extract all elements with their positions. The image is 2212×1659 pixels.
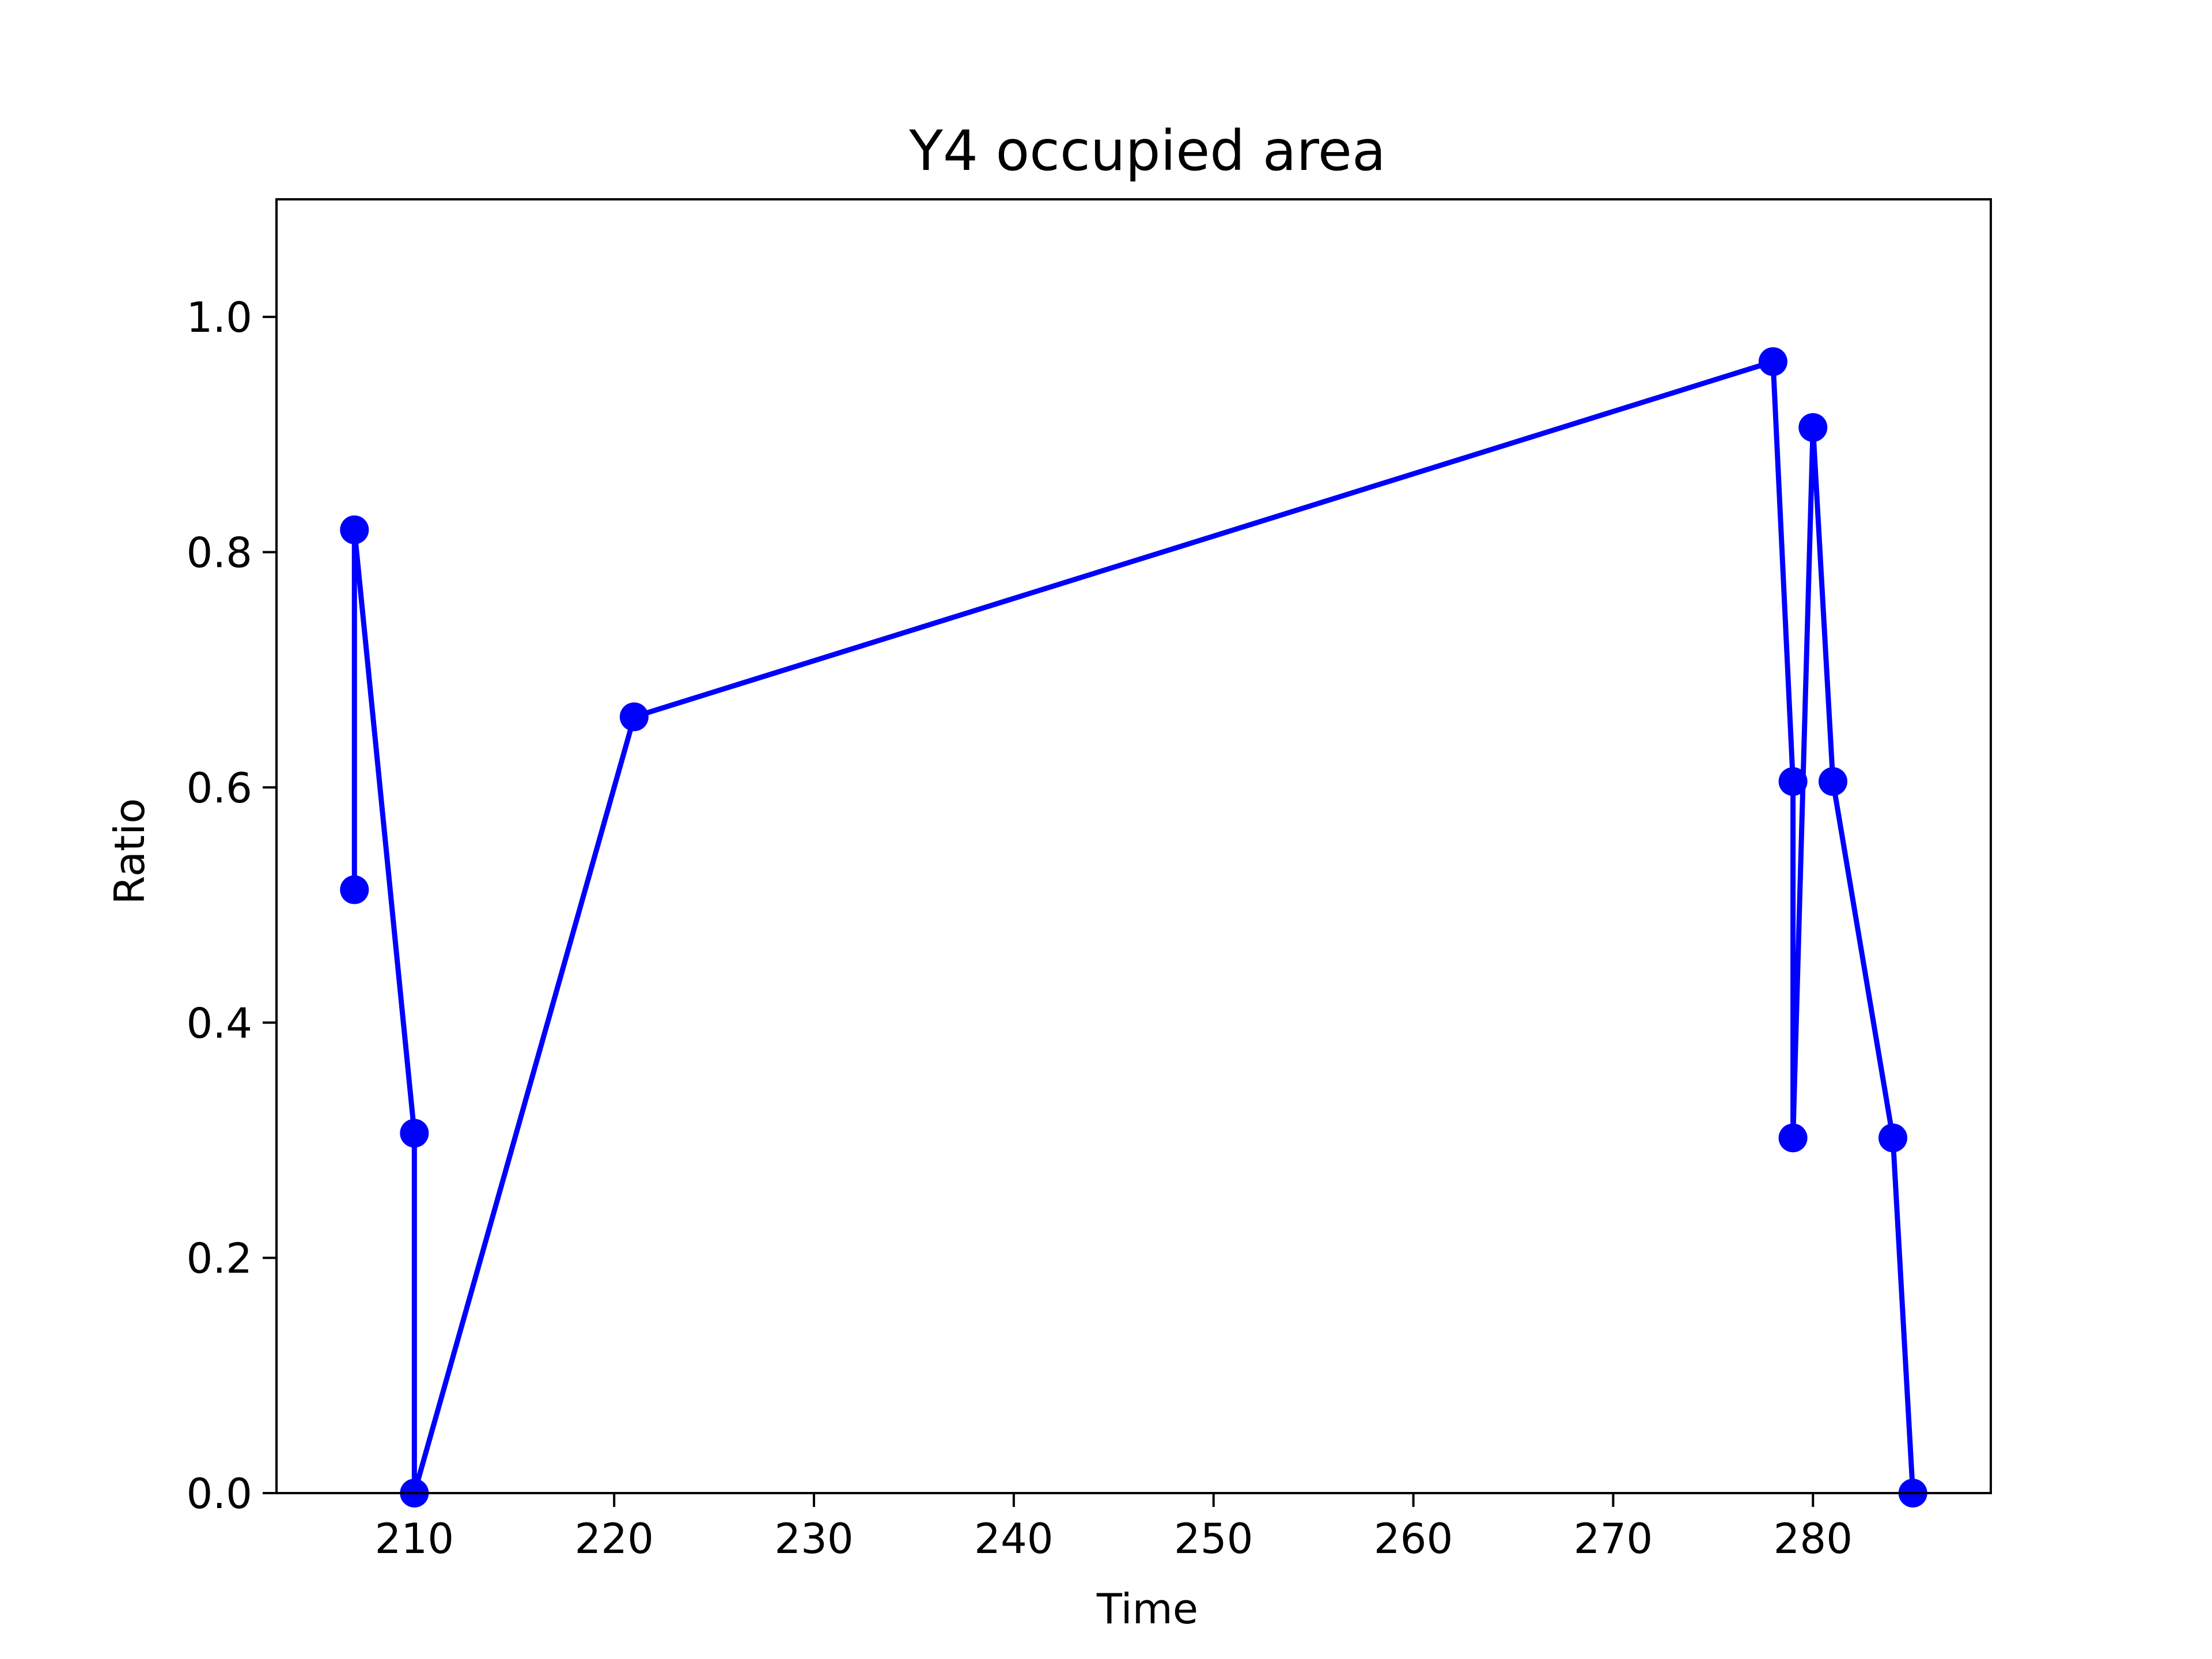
data-point <box>1778 767 1808 796</box>
y-tick-label: 0.8 <box>186 529 252 577</box>
y-tick-label: 0.0 <box>186 1469 252 1518</box>
data-point <box>1818 767 1847 796</box>
x-axis-label: Time <box>1096 1585 1198 1633</box>
y-tick-label: 0.4 <box>186 999 252 1047</box>
axes-frame <box>275 198 1992 1494</box>
plot-area: 210 220 230 240 250 260 270 280 0.0 0.2 0.4 0.6 0.8 1… <box>186 198 1992 1563</box>
x-tick-label: 230 <box>774 1514 853 1563</box>
chart-title: Y4 occupied area <box>908 119 1386 183</box>
x-tick-label: 240 <box>974 1514 1053 1563</box>
data-point <box>1758 347 1787 376</box>
x-tick-label: 270 <box>1574 1514 1653 1563</box>
y-axis-label: Ratio <box>105 798 154 905</box>
y-tick-label: 1.0 <box>186 293 252 342</box>
x-tick-label: 220 <box>574 1514 653 1563</box>
data-point <box>1878 1123 1908 1153</box>
series-line <box>351 359 1916 1496</box>
x-tick-label: 250 <box>1174 1514 1253 1563</box>
x-tick-label: 260 <box>1374 1514 1453 1563</box>
y-tick-label: 0.2 <box>186 1234 252 1283</box>
data-point <box>1778 1123 1808 1153</box>
x-tick-label: 210 <box>375 1514 454 1563</box>
y-tick-label: 0.6 <box>186 764 252 812</box>
x-tick-label: 280 <box>1774 1514 1853 1563</box>
data-point <box>1798 413 1828 442</box>
data-point <box>340 875 369 904</box>
data-point <box>400 1119 429 1148</box>
data-point <box>340 515 369 544</box>
data-point <box>619 702 649 732</box>
